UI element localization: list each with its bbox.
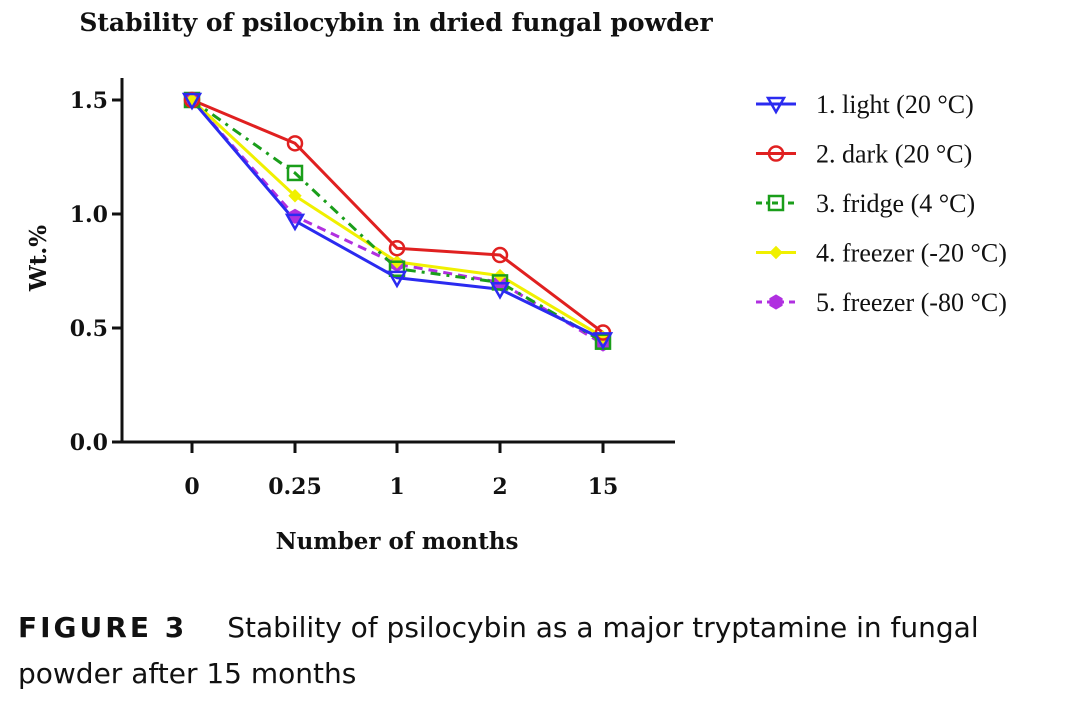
y-tick-label: 0.0 — [70, 430, 108, 456]
series-line-1 — [190, 99, 604, 341]
data-point-series-1 — [386, 270, 408, 289]
legend-marker-3 — [767, 194, 785, 212]
legend-label-5: 5. freezer (-80 °C) — [816, 288, 1007, 317]
series-line-2 — [191, 98, 604, 334]
data-point-series-3 — [388, 260, 406, 277]
legend-label-3: 3. fridge (4 °C) — [816, 189, 975, 218]
data-point-series-1 — [592, 332, 614, 350]
data-point-series-2 — [388, 239, 406, 257]
legend-marker-2 — [767, 145, 785, 162]
x-axis-label: Number of months — [276, 528, 519, 555]
data-point-series-5 — [288, 208, 302, 224]
legend-label-4: 4. freezer (-20 °C) — [816, 239, 1007, 268]
legend: 1. light (20 °C) 2. dark (20 °C) 3. fridge… — [756, 90, 1007, 317]
x-tick-label: 2 — [492, 474, 507, 500]
x-tick-label: 1 — [389, 474, 404, 500]
data-point-series-2 — [491, 246, 509, 264]
data-point-series-2 — [286, 135, 304, 152]
legend-marker-4 — [769, 245, 783, 260]
legend-marker-5 — [769, 294, 783, 310]
data-point-series-4 — [288, 189, 302, 203]
x-tick-label: 0.25 — [268, 474, 322, 500]
figure-caption-text: Stability of psilocybin as a major trypt… — [18, 611, 979, 690]
y-tick-label: 1.0 — [70, 202, 108, 228]
legend-label-2: 2. dark (20 °C) — [816, 140, 972, 169]
data-point-series-1 — [489, 281, 511, 300]
x-tick-label: 0 — [184, 474, 199, 500]
data-point-series-1 — [284, 213, 306, 232]
y-tick-label: 0.5 — [70, 316, 108, 342]
series-line-4 — [190, 98, 604, 339]
data-point-series-3 — [286, 164, 304, 182]
figure-caption: FIGURE 3 Stability of psilocybin as a maj… — [18, 605, 1058, 697]
legend-marker-1 — [765, 96, 787, 115]
line-chart: Stability of psilocybin in dried fungal … — [25, 8, 1007, 555]
plot-area: 0.0 0.5 1.0 1.5 0 0.25 1 2 15 — [70, 78, 675, 500]
figure-label: FIGURE 3 — [18, 611, 188, 644]
x-tick-label: 15 — [588, 474, 619, 500]
series-line-3 — [191, 98, 604, 343]
data-point-series-1 — [181, 92, 203, 111]
legend-label-1: 1. light (20 °C) — [816, 90, 974, 119]
series-line-5 — [190, 99, 604, 346]
y-tick-label: 1.5 — [70, 88, 108, 114]
chart-title: Stability of psilocybin in dried fungal … — [79, 8, 713, 37]
y-axis-label: Wt.% — [25, 225, 52, 292]
